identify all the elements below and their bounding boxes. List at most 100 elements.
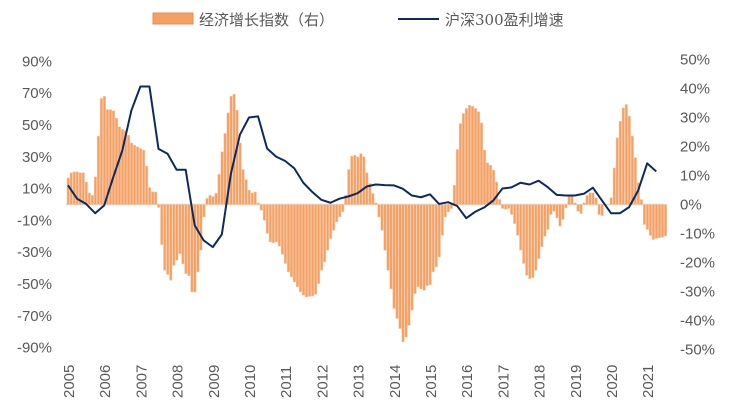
- bar: [588, 192, 592, 205]
- bar: [115, 117, 118, 205]
- bar: [235, 109, 239, 205]
- x-tick-label: 2006: [97, 365, 114, 398]
- bar: [383, 204, 387, 251]
- bar: [130, 142, 134, 205]
- bar: [455, 149, 459, 205]
- bar: [112, 110, 115, 205]
- bar: [546, 204, 550, 230]
- bar: [293, 204, 296, 283]
- legend: 经济增长指数（右） 沪深300盈利增速: [152, 11, 564, 29]
- legend-label-bar: 经济增长指数（右）: [199, 11, 334, 29]
- legend-swatch-bar: [152, 12, 194, 25]
- bar: [579, 204, 583, 214]
- bar: [642, 204, 646, 225]
- bar: [127, 134, 131, 205]
- legend-label-line: 沪深300盈利增速: [445, 11, 564, 29]
- bar: [338, 204, 342, 218]
- bar: [362, 156, 366, 205]
- bar: [570, 195, 574, 205]
- right-tick-label: 20%: [680, 139, 710, 156]
- x-tick-label: 2021: [640, 365, 657, 398]
- bar: [253, 191, 257, 205]
- left-tick-label: -10%: [17, 212, 52, 229]
- right-tick-label: 30%: [680, 110, 710, 127]
- bar: [582, 202, 586, 205]
- bar: [374, 202, 378, 205]
- bar: [238, 142, 242, 205]
- bar: [431, 204, 435, 273]
- bar: [537, 204, 541, 259]
- right-tick-label: -10%: [680, 226, 715, 243]
- bar: [422, 204, 426, 291]
- bar: [121, 129, 124, 205]
- bar: [148, 187, 152, 205]
- bar: [407, 204, 411, 326]
- bar: [75, 171, 79, 205]
- bar: [299, 204, 302, 293]
- bar: [84, 181, 88, 205]
- bar: [169, 204, 173, 281]
- bar: [437, 204, 441, 258]
- bar: [314, 204, 318, 295]
- x-tick-label: 2014: [387, 365, 404, 398]
- bar: [305, 204, 308, 298]
- bar: [286, 204, 290, 273]
- bar: [368, 183, 372, 205]
- bar: [359, 153, 363, 205]
- bar: [591, 192, 595, 205]
- bar: [531, 204, 535, 278]
- bar: [480, 122, 483, 205]
- line-series: [67, 85, 657, 249]
- right-tick-label: 0%: [680, 197, 702, 214]
- bar: [380, 204, 384, 231]
- bar: [347, 169, 351, 205]
- bar: [561, 204, 565, 220]
- left-tick-label: 10%: [22, 181, 52, 198]
- bar: [585, 195, 589, 205]
- bar: [332, 204, 336, 231]
- bar: [516, 204, 520, 236]
- bar: [416, 204, 420, 288]
- bar: [410, 204, 414, 311]
- bar: [446, 204, 450, 213]
- bar: [181, 204, 185, 265]
- left-tick-label: -90%: [17, 340, 52, 357]
- bar: [522, 204, 526, 264]
- bar: [573, 202, 577, 205]
- x-tick-label: 2010: [242, 365, 259, 398]
- bar: [268, 204, 272, 243]
- bar: [274, 204, 278, 243]
- bar: [377, 204, 381, 218]
- bar: [633, 157, 637, 205]
- bar: [404, 204, 408, 338]
- bar: [510, 204, 514, 215]
- x-tick-label: 2008: [170, 365, 187, 398]
- bar: [664, 204, 667, 237]
- bar: [160, 204, 164, 245]
- bar: [78, 172, 82, 205]
- right-tick-label: 10%: [680, 168, 710, 185]
- bar: [413, 204, 417, 294]
- bar: [193, 204, 197, 293]
- bar: [461, 113, 465, 205]
- bar: [317, 204, 321, 284]
- right-tick-label: -20%: [680, 255, 715, 272]
- bar: [558, 204, 562, 227]
- bar: [392, 204, 396, 309]
- x-tick-label: 2011: [278, 366, 295, 398]
- bar: [66, 177, 70, 205]
- right-tick-label: -50%: [680, 342, 715, 359]
- bar: [371, 193, 375, 205]
- bar: [220, 151, 224, 205]
- bar: [467, 105, 471, 205]
- bar: [452, 185, 456, 205]
- bar: [283, 204, 287, 264]
- bar: [105, 109, 109, 205]
- bar: [498, 199, 502, 205]
- bar: [540, 204, 544, 248]
- left-tick-label: -30%: [17, 244, 52, 261]
- bar: [178, 204, 182, 254]
- bar: [118, 126, 121, 205]
- bar: [501, 204, 505, 209]
- bar: [434, 204, 438, 268]
